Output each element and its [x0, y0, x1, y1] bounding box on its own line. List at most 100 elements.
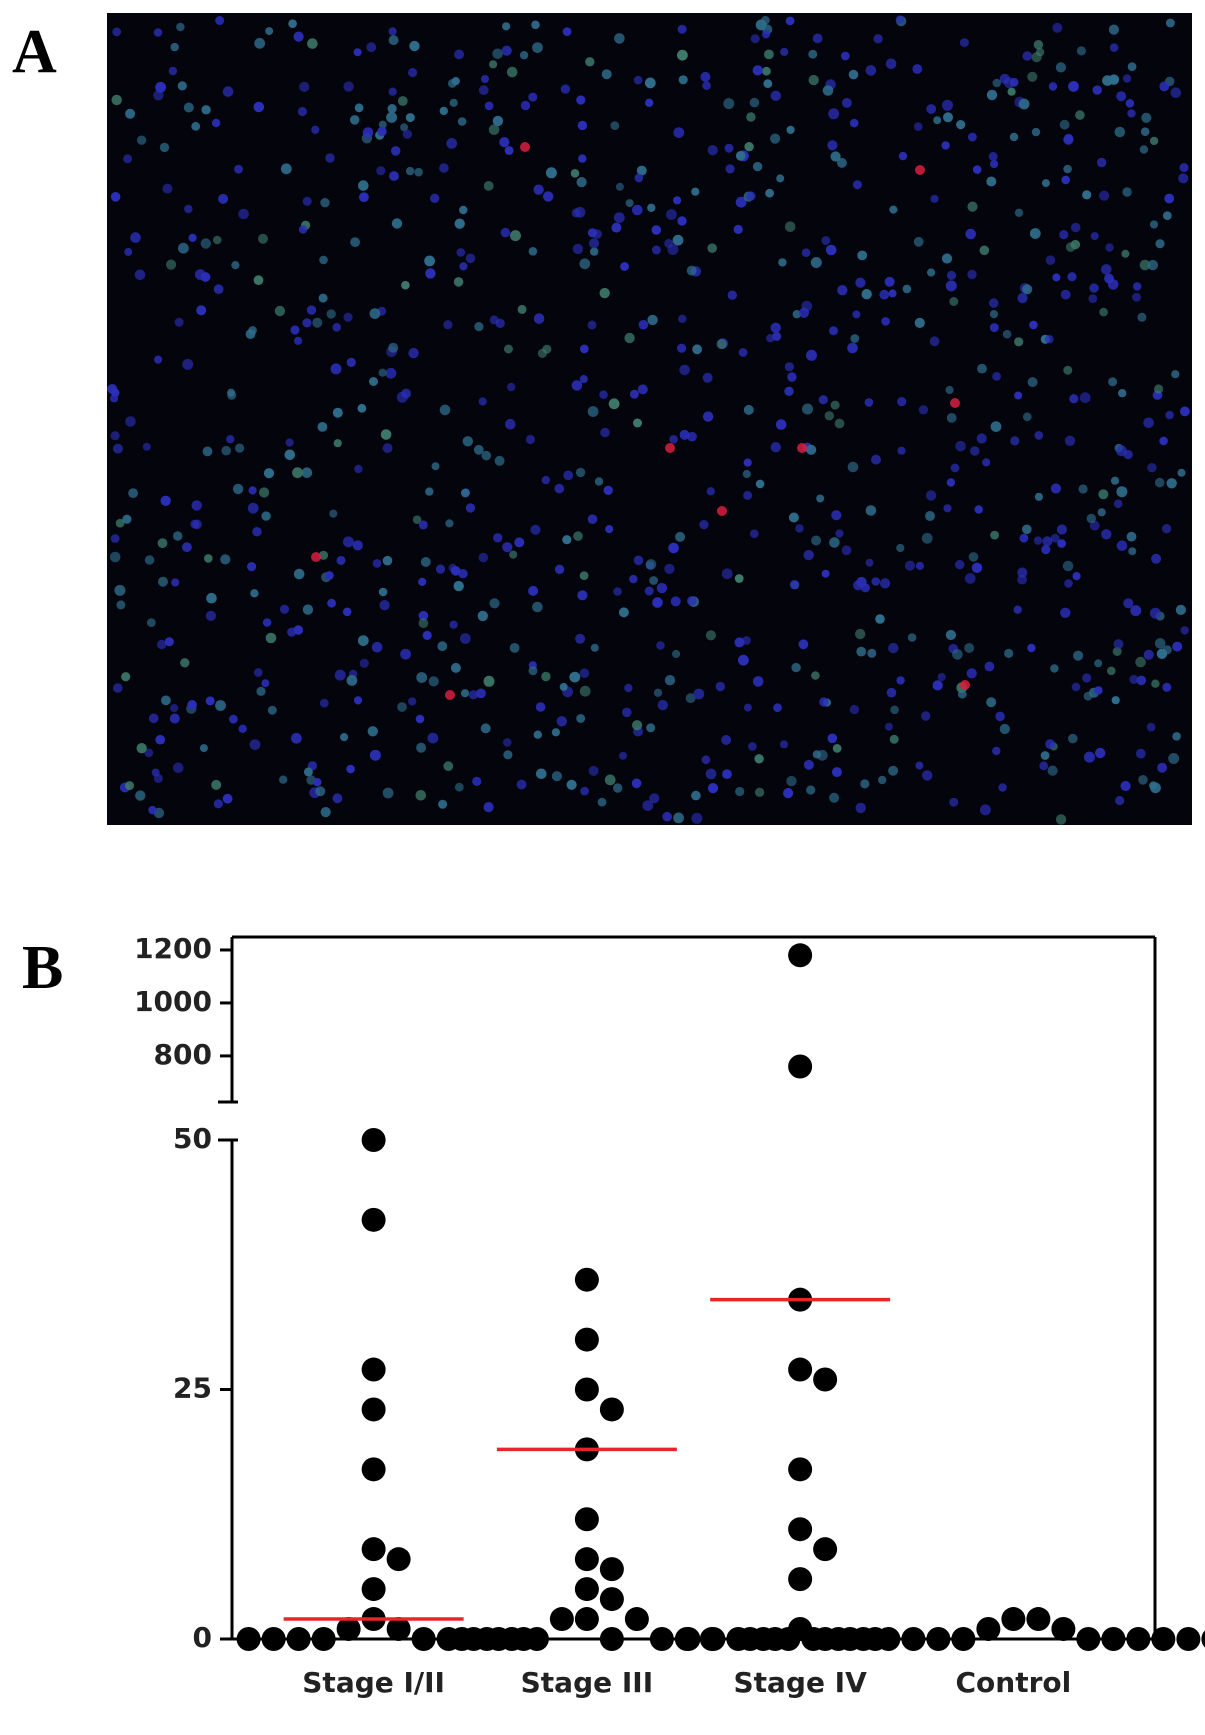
- cell: [1164, 193, 1175, 204]
- cell: [770, 133, 781, 144]
- cell: [111, 94, 122, 106]
- cell: [743, 703, 752, 712]
- cell: [1041, 545, 1051, 555]
- cell: [459, 262, 468, 271]
- cell: [1059, 230, 1069, 240]
- cell: [425, 487, 434, 496]
- cell: [594, 477, 604, 486]
- cell: [1092, 85, 1102, 95]
- cell: [342, 536, 354, 548]
- cell: [647, 203, 656, 212]
- cell: [1063, 164, 1072, 174]
- cell: [533, 730, 542, 739]
- cell: [369, 749, 381, 761]
- cell: [677, 24, 687, 34]
- cell: [828, 108, 840, 120]
- cell: [489, 598, 500, 609]
- cell: [915, 761, 924, 770]
- cell: [990, 159, 999, 169]
- cell: [261, 511, 271, 521]
- cell: [785, 16, 795, 26]
- cell: [733, 224, 743, 234]
- cell: [415, 714, 425, 724]
- cell: [946, 478, 956, 487]
- cell: [860, 779, 870, 789]
- cell: [454, 218, 465, 229]
- cell: [575, 633, 586, 644]
- cell: [501, 45, 512, 56]
- point: [574, 1577, 599, 1602]
- cell: [849, 704, 860, 715]
- cell: [1090, 232, 1099, 241]
- cell: [1010, 436, 1020, 446]
- cell: [445, 519, 454, 528]
- cell: [110, 534, 120, 543]
- cell: [319, 698, 329, 708]
- cell: [573, 531, 583, 541]
- cell: [1154, 638, 1166, 649]
- cell: [1070, 222, 1081, 233]
- point: [826, 1627, 851, 1651]
- cell: [343, 312, 353, 322]
- cell: [454, 49, 464, 60]
- cell: [836, 157, 847, 168]
- cell: [1151, 679, 1160, 688]
- point: [1201, 1630, 1205, 1648]
- cell: [638, 319, 649, 330]
- cell: [784, 386, 794, 396]
- cell: [385, 367, 397, 379]
- cell: [1064, 435, 1076, 446]
- cell: [478, 397, 487, 406]
- cell: [315, 786, 326, 797]
- cell: [483, 675, 495, 687]
- cell: [914, 317, 925, 328]
- cell: [818, 395, 828, 405]
- cell: [1013, 605, 1022, 614]
- cell: [783, 788, 794, 799]
- cell: [554, 483, 565, 494]
- cell: [507, 382, 516, 392]
- cell: [664, 675, 676, 686]
- cell: [746, 191, 756, 201]
- point: [788, 943, 813, 968]
- cell: [530, 524, 541, 535]
- cell: [795, 524, 804, 533]
- cell: [1108, 24, 1119, 35]
- cell: [227, 388, 236, 397]
- cell: [705, 768, 717, 780]
- cell: [517, 304, 527, 314]
- cell: [967, 269, 977, 280]
- cell: [390, 146, 401, 156]
- cell: [999, 73, 1010, 84]
- cell: [359, 192, 369, 203]
- cell: [1113, 639, 1124, 650]
- point: [499, 1627, 524, 1651]
- cell: [770, 322, 781, 333]
- cell: [830, 151, 841, 162]
- cell: [912, 64, 923, 74]
- cell: [631, 778, 642, 789]
- cell: [503, 738, 512, 747]
- y-tick-label: 0: [193, 1621, 212, 1654]
- cell: [1029, 320, 1038, 330]
- cell: [1159, 81, 1170, 92]
- cell: [873, 34, 883, 44]
- cell: [897, 397, 907, 407]
- cell: [664, 563, 675, 575]
- cell: [571, 208, 581, 218]
- cell: [144, 555, 155, 565]
- cell: [904, 560, 916, 571]
- cell: [1073, 650, 1084, 661]
- cell: [902, 284, 912, 294]
- point: [788, 1457, 813, 1482]
- cell: [495, 318, 505, 328]
- cell: [111, 388, 120, 397]
- cell: [481, 450, 492, 461]
- cell: [855, 802, 866, 814]
- point: [311, 1627, 336, 1651]
- cell: [408, 67, 418, 78]
- cell: [949, 797, 959, 807]
- cell: [325, 153, 335, 163]
- cell: [1033, 40, 1044, 50]
